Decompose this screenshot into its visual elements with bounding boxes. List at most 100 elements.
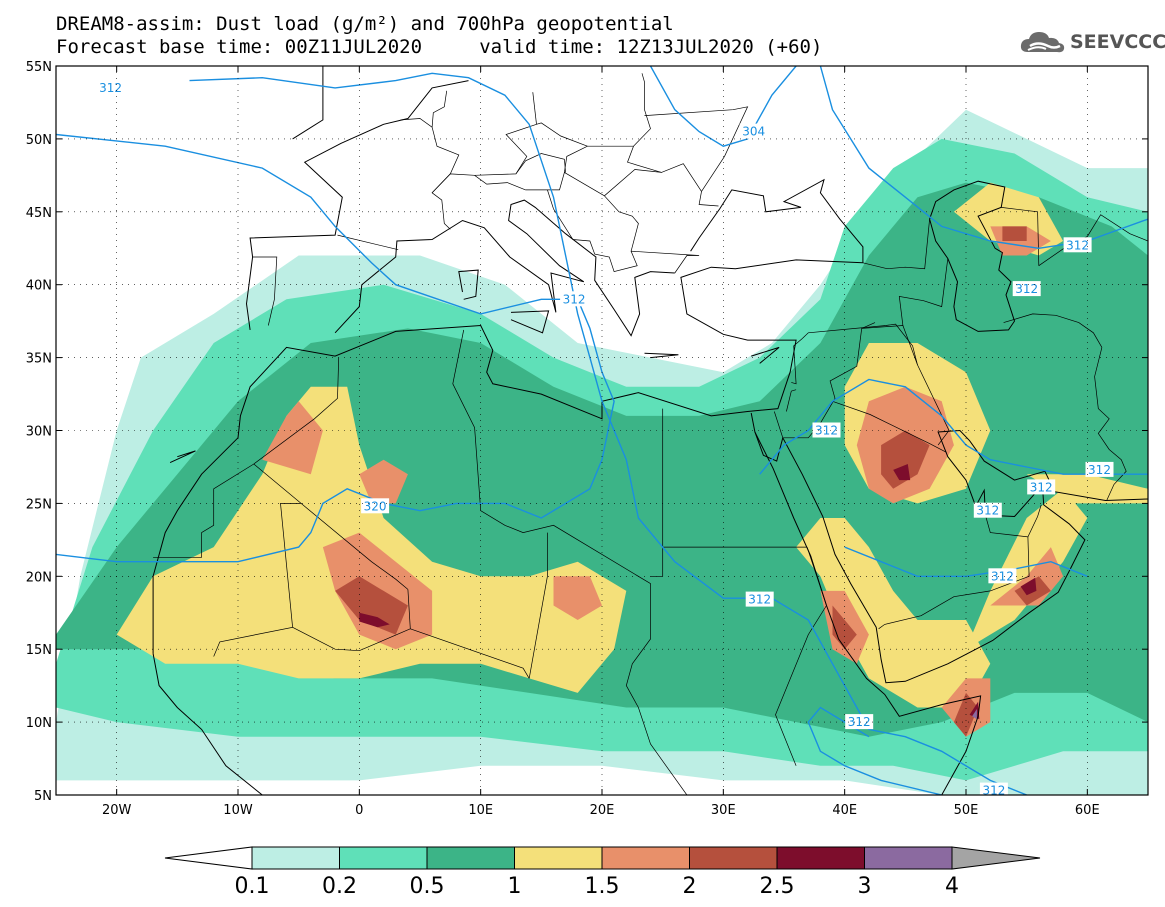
label-background [1027, 479, 1056, 495]
lon-tick-label: 40E [832, 803, 857, 818]
geopotential-value: 312 [848, 715, 871, 729]
country-border [791, 338, 803, 385]
geopotential-contour [759, 378, 1148, 475]
geopotential-contour [56, 133, 615, 563]
country-border [627, 146, 662, 173]
label-background [1012, 281, 1041, 297]
geopotential-label: 320 [361, 498, 390, 514]
coastline [510, 310, 550, 334]
country-border [775, 546, 827, 766]
colorbar-segment [514, 846, 603, 870]
map-title: DREAM8-assim: Dust load (g/m²) and 700hP… [56, 13, 674, 35]
coastline [169, 450, 196, 464]
cloud-icon [1020, 32, 1065, 53]
country-border [252, 256, 278, 326]
geopotential-label: 312 [973, 502, 1002, 518]
country-border [564, 73, 651, 173]
logo-text: SEEVCCC [1070, 31, 1165, 53]
lon-tick-label: 20E [590, 803, 615, 818]
lon-tick-label: 50E [954, 803, 979, 818]
dust-area-c4 [116, 386, 627, 693]
country-border [547, 171, 605, 197]
geopotential-labels: 312 304 312 320 312 312 312 312 312 312 312 312 312 3… [96, 79, 1114, 798]
dust-area-c6 [1002, 226, 1027, 241]
geopotential-value: 312 [563, 292, 586, 306]
lat-tick-label: 15N [26, 643, 52, 658]
lat-tick-label: 40N [26, 279, 52, 294]
dust-area-c8 [972, 709, 977, 720]
dust-area-c6 [335, 576, 408, 635]
country-border [878, 536, 1030, 630]
label-background [1063, 237, 1092, 253]
country-border [474, 122, 588, 176]
geopotential-value: 312 [976, 504, 999, 518]
coastline [245, 80, 469, 330]
lon-tick-label: 0 [355, 803, 363, 818]
country-border [801, 323, 918, 365]
lon-tick-label: 20W [102, 803, 132, 818]
coastline [292, 66, 324, 140]
coastline [690, 178, 864, 263]
label-background [1085, 461, 1114, 477]
dust-area-c7 [893, 464, 911, 481]
country-border [1003, 313, 1103, 348]
country-border [400, 118, 460, 194]
lat-tick-label: 45N [26, 206, 52, 221]
geopotential-label: 312 [560, 291, 589, 307]
label-background [988, 568, 1017, 584]
country-border [898, 258, 949, 326]
geopotential-contour [807, 706, 942, 795]
colorbar-level-label: 0.1 [235, 874, 270, 899]
label-background [560, 291, 589, 307]
lat-tick-label: 30N [26, 425, 52, 440]
dust-area-c4 [796, 518, 991, 708]
map-plot-area: 312 304 312 320 312 312 312 312 312 312 312 312 312 3… [26, 60, 1149, 818]
country-border [662, 408, 808, 548]
country-border [603, 163, 719, 252]
geopotential-label: 312 [845, 714, 874, 730]
geopotential-value: 312 [1088, 463, 1111, 477]
lat-tick-label: 55N [26, 60, 52, 75]
label-background [739, 123, 768, 139]
colorbar-lower-arrow [164, 846, 253, 870]
colorbar-level-label: 4 [945, 874, 959, 899]
geopotential-value: 312 [982, 784, 1005, 798]
colorbar-upper-arrow [951, 846, 1041, 870]
colorbar-segment [776, 846, 865, 870]
country-border [410, 628, 530, 679]
lat-tick-label: 20N [26, 570, 52, 585]
coastline [750, 412, 982, 795]
country-border [515, 153, 566, 175]
coastline [929, 180, 1016, 332]
dust-area-c7 [359, 612, 390, 628]
coastline [334, 199, 675, 337]
geopotential-label: 312 [979, 782, 1008, 798]
forecast-time-info: Forecast base time: 00Z11JUL2020 valid t… [56, 36, 823, 58]
dust-area-c7 [1020, 577, 1037, 596]
seevccc-logo: SEEVCCC [1018, 26, 1165, 56]
colorbar-level-label: 1 [508, 874, 522, 899]
country-border [644, 106, 749, 192]
country-border [300, 503, 409, 590]
colorbar-level-label: 2 [683, 874, 697, 899]
geopotential-value: 304 [742, 125, 765, 139]
colorbar-level-label: 3 [858, 874, 872, 899]
country-border [832, 400, 947, 453]
label-background [979, 782, 1008, 795]
country-border [525, 189, 700, 274]
lon-tick-label: 60E [1075, 803, 1100, 818]
geopotential-value: 320 [364, 499, 387, 513]
country-border [253, 357, 340, 465]
coastlines-borders [152, 66, 1148, 795]
label-background [361, 498, 390, 514]
country-border [337, 234, 399, 251]
coastline [751, 346, 780, 364]
colorbar-segment [601, 846, 690, 870]
dust-area-c4 [1026, 474, 1148, 504]
label-background [845, 714, 874, 730]
geopotential-label: 312 [1085, 461, 1114, 477]
geopotential-value: 312 [815, 424, 838, 438]
geopotential-label: 312 [988, 568, 1017, 584]
country-border [861, 322, 876, 329]
